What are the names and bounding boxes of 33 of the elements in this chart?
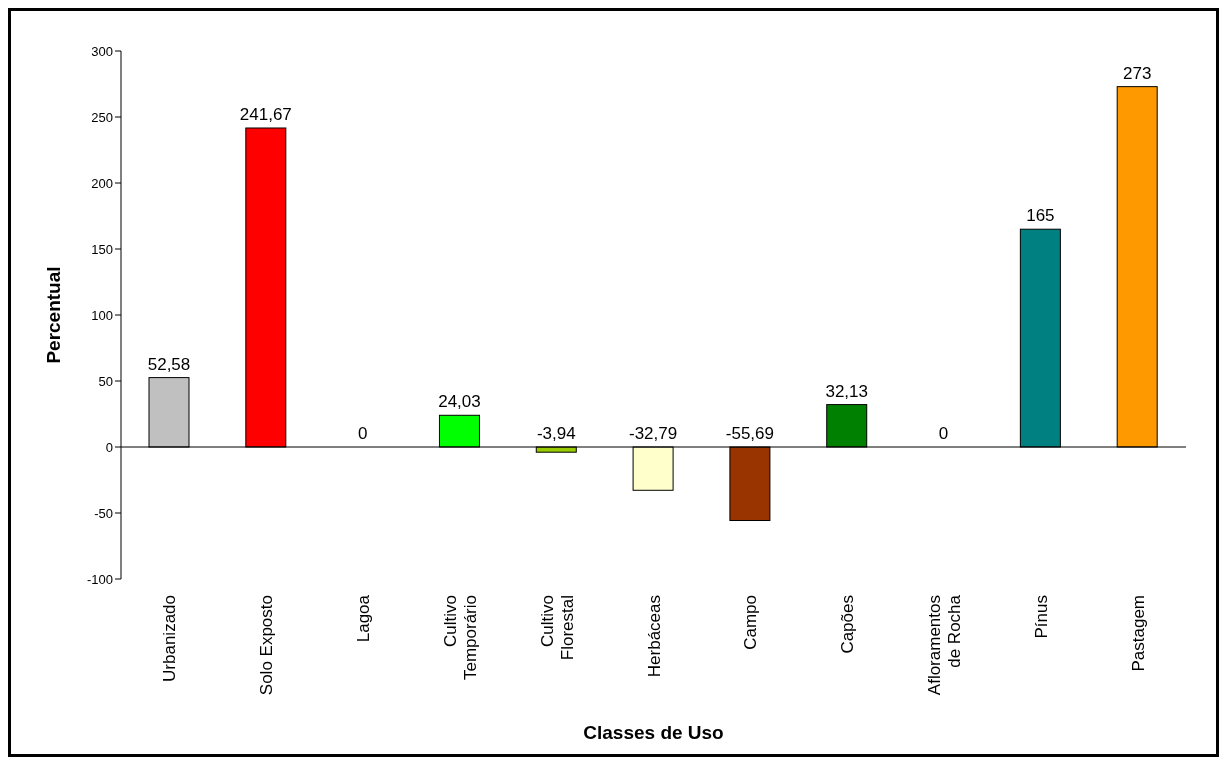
y-tick-label: 300: [91, 43, 113, 59]
data-label: 0: [938, 424, 949, 443]
x-tick-label: Solo Exposto: [257, 595, 277, 696]
x-tick-label: Capões: [838, 595, 858, 654]
x-tick-label: Herbáceas: [644, 595, 664, 678]
data-label: 165: [1026, 206, 1055, 226]
data-label: 32,13: [825, 381, 868, 401]
data-label: -3,94: [536, 424, 576, 443]
y-axis-title: Percentual: [42, 266, 64, 364]
y-tick-label: 150: [91, 241, 113, 257]
y-tick-label: -50: [94, 505, 113, 521]
y-tick-label: 100: [91, 307, 113, 323]
x-tick-label: Campo: [741, 595, 761, 650]
data-label: -32,79: [628, 424, 678, 443]
y-tick-label: -100: [86, 571, 113, 587]
y-tick-label: 0: [105, 439, 113, 455]
data-label: 241,67: [239, 105, 292, 124]
x-tick-label: Pastagem: [1128, 595, 1148, 672]
data-label: 24,03: [438, 392, 481, 412]
x-tick-label: Lagoa: [354, 594, 374, 643]
data-label: 273: [1122, 63, 1152, 83]
x-axis-title: Classes de Uso: [583, 722, 724, 743]
y-tick-label: 250: [91, 109, 113, 125]
x-tick-label: Afloramentos de Rocha: [924, 594, 964, 696]
x-tick-label: Urbanizado: [160, 595, 180, 682]
x-tick-label: Cultivo Temporário: [440, 595, 480, 681]
y-tick-label: 50: [98, 373, 113, 389]
data-label: 0: [357, 424, 368, 443]
data-label: 52,58: [147, 354, 191, 374]
x-tick-label: Pínus: [1031, 595, 1051, 639]
y-tick-label: 200: [91, 175, 113, 191]
data-label: -55,69: [725, 424, 775, 443]
x-tick-label: Cultivo Florestal: [537, 595, 577, 661]
